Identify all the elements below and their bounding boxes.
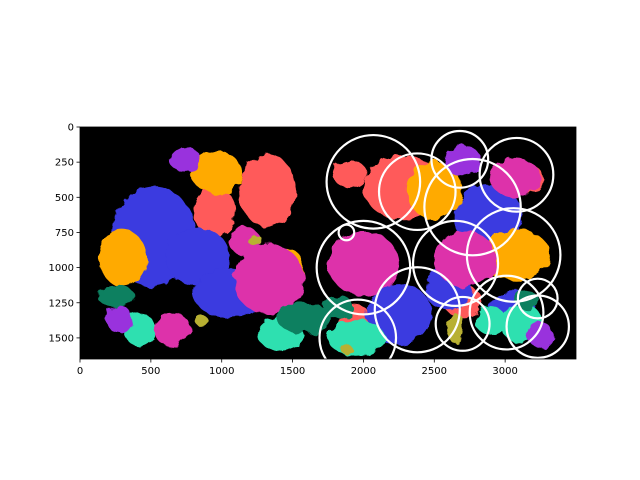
- y-tick-label-2: 500: [55, 193, 74, 204]
- y-tick-label-0: 0: [68, 123, 74, 134]
- x-axis: 0 500 1000 1500 2000 2500 3000: [77, 359, 518, 377]
- y-tick-label-4: 1000: [49, 263, 74, 274]
- region-16: [407, 160, 462, 220]
- circle-7: [411, 219, 500, 308]
- y-tick-label-1: 250: [55, 158, 74, 169]
- region-18: [190, 150, 242, 194]
- x-tick-label-4: 2000: [351, 366, 376, 377]
- region-22: [328, 231, 399, 296]
- axes-frame: [79, 126, 577, 360]
- circle-8: [337, 223, 356, 242]
- region-3: [332, 159, 367, 188]
- region-41: [247, 233, 262, 246]
- circle-3: [377, 152, 457, 232]
- region-39: [527, 322, 554, 348]
- x-tick-label-0: 0: [77, 366, 83, 377]
- x-tick-label-1: 500: [141, 366, 160, 377]
- circle-1: [430, 129, 490, 189]
- circle-13: [505, 294, 571, 359]
- region-36: [169, 146, 201, 172]
- x-tick-label-3: 1500: [280, 366, 305, 377]
- region-23: [434, 231, 497, 288]
- region-43: [340, 344, 353, 355]
- x-tick-label-6: 3000: [492, 366, 517, 377]
- circle-9: [373, 266, 461, 354]
- region-0: [238, 153, 296, 227]
- region-26: [228, 226, 260, 255]
- y-axis: 0 250 500 750 1000 1250 1500: [49, 123, 80, 344]
- detection-circles: [315, 129, 571, 359]
- x-tick-label-5: 2500: [422, 366, 447, 377]
- circle-11: [516, 277, 559, 320]
- circle-12: [434, 295, 491, 352]
- circle-2: [478, 136, 555, 213]
- region-42: [195, 315, 209, 327]
- region-2: [193, 187, 236, 236]
- y-tick-label-6: 1500: [49, 333, 74, 344]
- region-28: [328, 319, 385, 357]
- region-21: [233, 243, 304, 315]
- region-24: [489, 157, 541, 198]
- circle-0: [325, 133, 422, 230]
- region-32: [276, 302, 331, 334]
- circle-5: [465, 207, 562, 303]
- circle-14: [318, 298, 398, 359]
- region-31: [475, 306, 507, 336]
- region-38: [106, 305, 133, 334]
- region-11: [366, 283, 432, 345]
- x-tick-label-2: 1000: [209, 366, 234, 377]
- region-15: [98, 229, 147, 286]
- y-tick-label-5: 1250: [49, 298, 74, 309]
- y-tick-label-3: 750: [55, 228, 74, 239]
- region-25: [153, 312, 191, 347]
- segmentation-regions: [97, 145, 554, 357]
- region-33: [97, 284, 134, 307]
- circle-10: [468, 274, 545, 351]
- circle-4: [423, 157, 522, 257]
